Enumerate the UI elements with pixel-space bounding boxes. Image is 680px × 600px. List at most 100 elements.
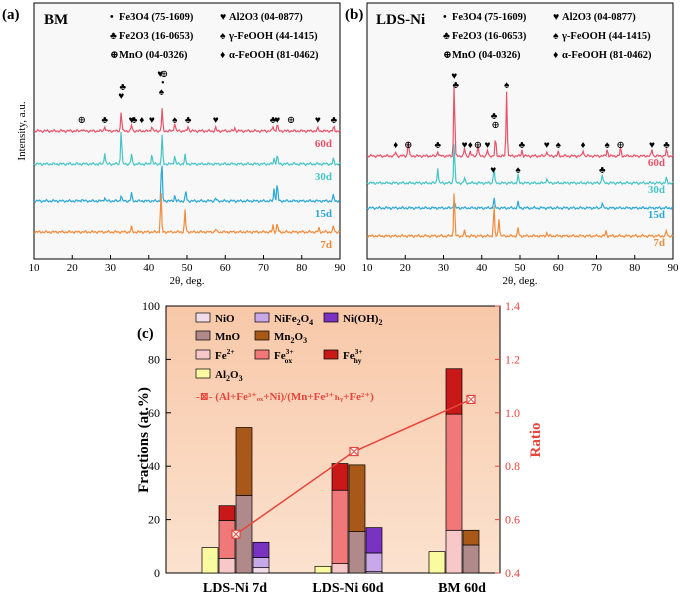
- category-label: LDS-Ni 60d: [312, 581, 383, 596]
- x-tick-label: 80: [629, 262, 641, 274]
- peak-marker: ♣: [101, 115, 108, 126]
- peak-marker: ♥: [213, 115, 219, 126]
- phase-legend-symbol: •: [110, 12, 114, 23]
- peak-marker: ♣: [331, 115, 338, 126]
- series-label-7d: 7d: [653, 237, 665, 249]
- legend-label-nioh2: Ni(OH)2: [343, 313, 382, 327]
- x-tick-label: 10: [362, 262, 374, 274]
- legend-swatch-fe3ox: [254, 349, 270, 360]
- peak-marker: ⊕: [160, 69, 168, 80]
- peak-marker: ♣: [131, 115, 138, 126]
- xrd-trace-30d: [33, 131, 341, 167]
- panel-c-y2-ticks: 0.4 0.6 0.8 1.0 1.2 1.4: [495, 299, 520, 580]
- peak-marker: ♥: [649, 140, 655, 151]
- xrd-trace-15d: [366, 197, 674, 211]
- phase-legend-text: Fe2O3 (16-0653): [119, 31, 194, 42]
- peak-marker: ♣: [599, 165, 606, 176]
- series-label-30d: 30d: [648, 184, 665, 196]
- panel-c-y2label: Ratio: [528, 423, 544, 458]
- y2-tick-label: 1.4: [505, 299, 520, 313]
- x-tick-label: 30: [105, 262, 117, 274]
- category-label: BM 60d: [438, 581, 486, 596]
- phase-legend-text: Fe3O4 (75-1609): [452, 12, 527, 23]
- xrd-trace-60d: [366, 85, 674, 159]
- peak-marker: ♥: [129, 115, 135, 126]
- y-tick-label: 0: [154, 566, 160, 580]
- xrd-trace-7d: [366, 193, 674, 239]
- peak-marker: ♦: [468, 140, 473, 151]
- peak-marker: ♦: [393, 140, 398, 151]
- legend-label-mno: MnO: [215, 331, 241, 343]
- x-tick-label: 40: [143, 262, 155, 274]
- x-tick-label: 70: [258, 262, 270, 274]
- y2-tick-label: 1.2: [505, 352, 520, 366]
- y-tick-label: 80: [148, 352, 160, 366]
- peak-marker: ♥: [157, 69, 163, 80]
- legend-label-ratio: -⊠- (Al+Fe³⁺ₒₓ+Ni)/(Mn+Fe³⁺ₕᵧ+Fe²⁺): [196, 391, 374, 403]
- phase-legend-symbol: ♣: [443, 31, 450, 42]
- bar-segment-mn2o3: [462, 529, 480, 546]
- x-tick-label: 60: [553, 262, 565, 274]
- ratio-point-cross: [231, 529, 241, 539]
- peak-marker: ♥: [490, 165, 496, 176]
- xrd-trace-30d: [366, 144, 674, 186]
- peak-marker: ♥: [149, 115, 155, 126]
- phase-legend-symbol: ⊕: [443, 50, 452, 61]
- x-tick-label: 50: [515, 262, 527, 274]
- phase-legend-symbol: ♠: [220, 31, 226, 42]
- panel-a-xrd: (a) BM Intensity, a.u. 2θ, deg. 10 20 30 40…: [2, 2, 346, 287]
- panel-b-series-labels: 60d 30d 15d 7d: [648, 157, 665, 249]
- bar-segment-mn2o3: [348, 464, 366, 532]
- x-tick-label: 80: [296, 262, 308, 274]
- series-label-60d: 60d: [315, 138, 332, 150]
- panel-a-traces: [33, 108, 341, 235]
- bar-segment-fe3ox: [218, 520, 236, 559]
- peak-marker: ♣: [185, 115, 192, 126]
- panel-a-xlabel: 2θ, deg.: [170, 275, 205, 287]
- y-tick-label: 40: [148, 459, 160, 473]
- bar-segment-fe3hy: [445, 368, 463, 415]
- bar-segment-fe3ox: [331, 489, 349, 565]
- panel-b-xlabel: 2θ, deg.: [503, 275, 538, 287]
- peak-marker: ♣: [519, 140, 526, 151]
- peak-marker: ♠: [605, 140, 611, 151]
- panel-b-x-ticks: 10 20 30 40 50 60 70 80 90: [362, 255, 680, 274]
- series-label-60d: 60d: [648, 157, 665, 169]
- peak-marker: ♥: [118, 91, 124, 102]
- phase-legend-text: γ-FeOOH (44-1415): [228, 31, 318, 42]
- panel-a-peak-markers: ⊕ ♣♥♣♥♣ ♦ ♥♥♠•⊕♠ ♣ ♥ ♣♥ ⊕ ♥ ♣: [78, 69, 338, 126]
- phase-legend-symbol: •: [443, 12, 447, 23]
- y-tick-label: 20: [148, 513, 160, 527]
- x-tick-label: 30: [438, 262, 450, 274]
- bar-segment-fe3ox: [445, 413, 463, 531]
- panel-c-ratio-line: [231, 394, 476, 539]
- phase-legend-text: α-FeOOH (81-0462): [229, 50, 319, 61]
- bar-segment-al2o3: [428, 551, 446, 574]
- legend-swatch-fe2: [195, 349, 211, 360]
- x-tick-label: 90: [668, 262, 680, 274]
- peak-marker: ⊕: [287, 115, 295, 126]
- panel-a-x-ticks: 10 20 30 40 50 60 70 80 90: [29, 255, 346, 274]
- panel-a-ylabel: Intensity, a.u.: [16, 101, 28, 160]
- peak-marker: ♥: [462, 140, 468, 151]
- phase-legend-text: α-FeOOH (81-0462): [562, 50, 652, 61]
- bar-segment-nioh2: [365, 527, 383, 554]
- phase-legend-symbol: ♠: [553, 31, 559, 42]
- peak-marker: ⊕: [474, 140, 482, 151]
- peak-marker: ♣: [663, 140, 670, 151]
- series-label-30d: 30d: [315, 171, 332, 183]
- legend-label-mn2o3: Mn2O3: [274, 331, 307, 345]
- y2-tick-label: 0.4: [505, 566, 520, 580]
- phase-legend-text: Al2O3 (04-0877): [562, 12, 636, 23]
- phase-legend-symbol: ♦: [553, 50, 559, 61]
- peak-marker: ♥: [485, 140, 491, 151]
- panel-b-background: [366, 2, 674, 260]
- panel-a-title: BM: [44, 12, 68, 28]
- peak-marker: ♠: [515, 165, 521, 176]
- peak-marker: ⊕: [78, 115, 86, 126]
- x-tick-label: 50: [182, 262, 194, 274]
- legend-label-fe3ox: Fe3+ ox: [274, 347, 294, 365]
- phase-legend-text: γ-FeOOH (44-1415): [561, 31, 651, 42]
- legend-swatch-fe3hy: [323, 349, 339, 360]
